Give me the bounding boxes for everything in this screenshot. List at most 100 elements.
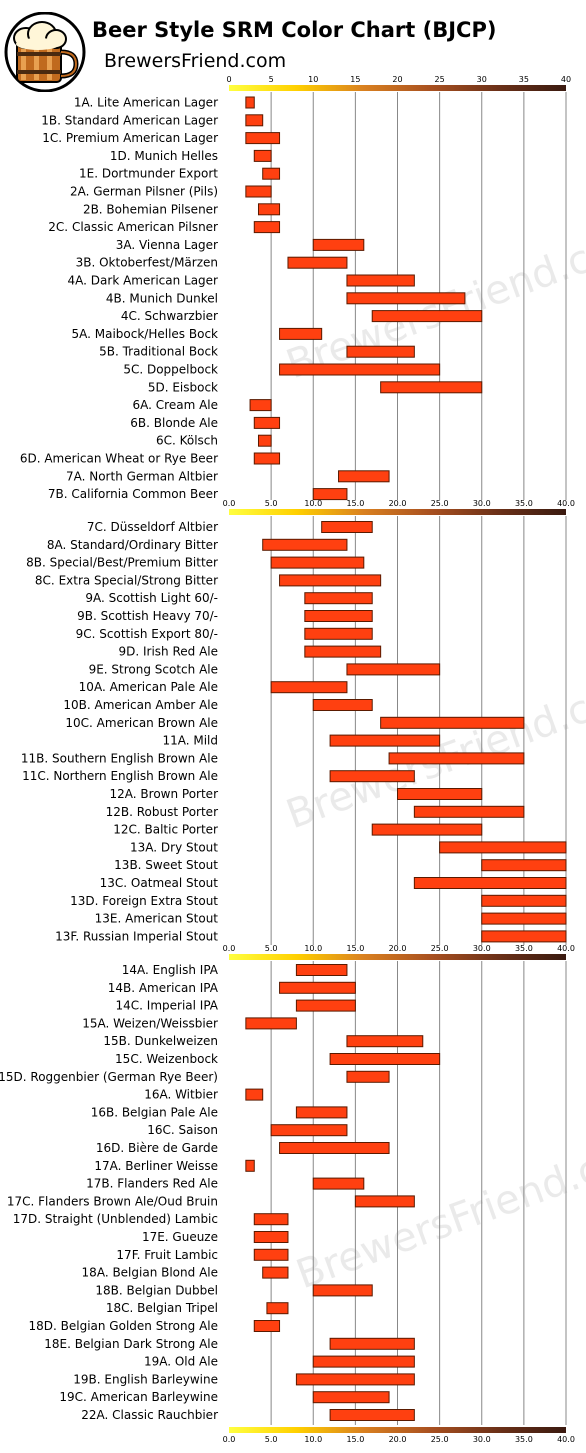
srm-range-bar (270, 1124, 348, 1137)
x-tick-label: 35.0 (515, 499, 533, 508)
style-label: 8B. Special/Best/Premium Bitter (26, 556, 218, 570)
style-label: 17C. Flanders Brown Ale/Oud Bruin (7, 1194, 218, 1208)
srm-range-bar (257, 203, 281, 216)
style-label: 17A. Berliner Weisse (94, 1159, 218, 1173)
style-label: 13F. Russian Imperial Stout (55, 929, 218, 943)
chart-header: Beer Style SRM Color Chart (BJCP) Brewer… (0, 0, 586, 92)
style-label: 1D. Munich Helles (110, 149, 218, 163)
srm-range-bar (329, 770, 415, 783)
srm-range-bar (312, 1284, 373, 1297)
style-label: 9C. Scottish Export 80/- (76, 627, 218, 641)
x-tick-label: 15.0 (346, 499, 364, 508)
srm-range-bar (312, 238, 365, 251)
srm-range-bar (249, 399, 272, 412)
srm-range-bar (380, 716, 525, 729)
srm-range-bar (270, 681, 348, 694)
style-label: 6B. Blonde Ale (130, 416, 218, 430)
x-tick-label: 10.0 (304, 944, 322, 953)
style-label: 1A. Lite American Lager (74, 96, 218, 110)
style-label: 14C. Imperial IPA (116, 999, 219, 1013)
x-tick-label: 10.0 (304, 499, 322, 508)
style-label: 7C. Düsseldorf Altbier (87, 520, 218, 534)
srm-range-bar (304, 592, 373, 605)
chart-title: Beer Style SRM Color Chart (BJCP) (92, 18, 497, 42)
chart-subtitle: BrewersFriend.com (104, 50, 287, 72)
style-label: 18C. Belgian Tripel (106, 1301, 218, 1315)
style-label: 8A. Standard/Ordinary Bitter (47, 538, 218, 552)
srm-color-scale (229, 954, 566, 960)
srm-range-bar (304, 610, 373, 622)
x-tick-label: 30 (477, 75, 487, 84)
srm-color-scale (229, 509, 566, 515)
srm-range-bar (253, 1248, 289, 1261)
x-tick-label: 0.0 (223, 1435, 236, 1444)
srm-range-bar (346, 345, 415, 358)
style-label: 19B. English Barleywine (73, 1372, 218, 1386)
srm-range-bar (295, 1106, 348, 1119)
srm-range-bar (371, 310, 483, 323)
style-label: 1B. Standard American Lager (41, 113, 218, 127)
x-tick-label: 5.0 (265, 499, 278, 508)
srm-range-bar (481, 930, 567, 943)
x-tick-label: 0.0 (223, 499, 236, 508)
srm-range-bar (245, 1017, 297, 1030)
style-label: 10A. American Pale Ale (79, 680, 218, 694)
style-label: 16B. Belgian Pale Ale (91, 1105, 218, 1119)
style-label: 6D. American Wheat or Rye Beer (20, 452, 218, 466)
srm-range-bar (413, 805, 525, 818)
srm-range-bar (253, 1213, 289, 1226)
x-tick-label: 30.0 (473, 1435, 491, 1444)
x-tick-label: 15.0 (346, 1435, 364, 1444)
style-label: 15A. Weizen/Weissbier (82, 1016, 218, 1030)
style-label: 12A. Brown Porter (110, 787, 219, 801)
srm-range-bar (245, 96, 255, 109)
style-label: 22A. Classic Rauchbier (81, 1408, 218, 1422)
x-tick-label: 30.0 (473, 499, 491, 508)
style-label: 1C. Premium American Lager (42, 131, 218, 145)
srm-range-bar (295, 964, 348, 976)
style-label: 2C. Classic American Pilsner (48, 220, 218, 234)
srm-range-bar (312, 488, 348, 501)
x-tick-label: 5 (269, 75, 274, 84)
x-tick-label: 0.0 (223, 944, 236, 953)
srm-range-bar (253, 1231, 289, 1243)
x-tick-label: 15 (350, 75, 360, 84)
style-label: 15B. Dunkelweizen (103, 1034, 218, 1048)
srm-range-bar (253, 149, 272, 162)
style-label: 5B. Traditional Bock (99, 345, 218, 359)
srm-range-bar (304, 645, 382, 658)
style-label: 6C. Kölsch (156, 434, 218, 448)
style-label: 16D. Bière de Garde (96, 1141, 218, 1155)
x-tick-label: 35 (519, 75, 529, 84)
style-label: 15C. Weizenbock (115, 1052, 218, 1066)
srm-range-bar (321, 521, 373, 533)
srm-range-bar (346, 663, 441, 676)
srm-range-bar (295, 1373, 415, 1386)
srm-range-bar (439, 841, 567, 854)
style-label: 9E. Strong Scotch Ale (89, 662, 218, 676)
x-tick-label: 25.0 (431, 499, 449, 508)
x-tick-label: 35.0 (515, 1435, 533, 1444)
srm-range-bar (346, 1070, 390, 1083)
x-tick-label: 35.0 (515, 944, 533, 953)
style-label: 16A. Witbier (144, 1088, 218, 1102)
style-label: 12B. Robust Porter (106, 805, 218, 819)
srm-range-bar (312, 1355, 415, 1368)
style-label: 17F. Fruit Lambic (116, 1248, 218, 1262)
x-tick-label: 40.0 (557, 1435, 575, 1444)
style-label: 2A. German Pilsner (Pils) (70, 185, 218, 199)
style-label: 9D. Irish Red Ale (118, 645, 218, 659)
style-label: 13C. Oatmeal Stout (100, 876, 219, 890)
srm-range-bar (245, 132, 281, 145)
style-label: 11C. Northern English Brown Ale (22, 769, 218, 783)
srm-range-bar (279, 327, 323, 340)
x-tick-label: 40.0 (557, 499, 575, 508)
style-label: 13A. Dry Stout (130, 840, 218, 854)
x-tick-label: 25.0 (431, 944, 449, 953)
x-tick-label: 10.0 (304, 1435, 322, 1444)
x-tick-label: 20.0 (389, 499, 407, 508)
style-label: 5D. Eisbock (148, 380, 218, 394)
style-label: 10B. American Amber Ale (63, 698, 218, 712)
style-label: 2B. Bohemian Pilsener (83, 202, 218, 216)
srm-range-bar (329, 1337, 415, 1350)
